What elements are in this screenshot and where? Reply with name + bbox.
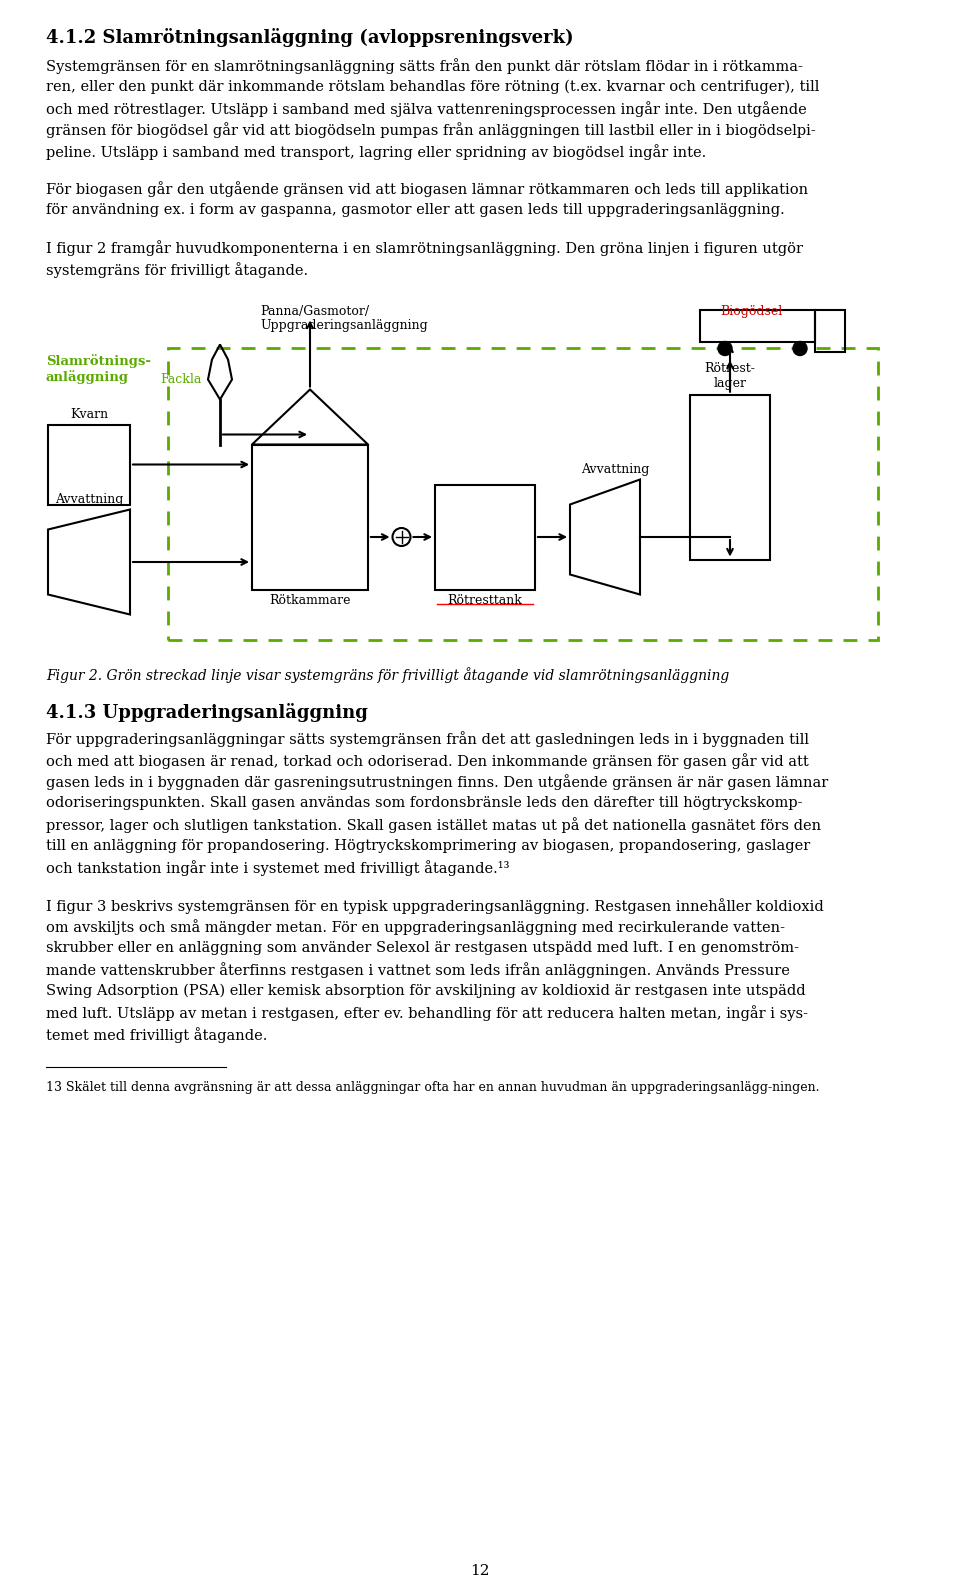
Text: gasen leds in i byggnaden där gasreningsutrustningen finns. Den utgående gränsen: gasen leds in i byggnaden där gasrenings… [46, 774, 828, 790]
Bar [252, 445, 368, 589]
Text: och tankstation ingår inte i systemet med frivilligt åtagande.¹³: och tankstation ingår inte i systemet me… [46, 860, 510, 876]
Text: I figur 2 framgår huvudkomponenterna i en slamrötningsanläggning. Den gröna linj: I figur 2 framgår huvudkomponenterna i e… [46, 241, 803, 257]
Bar [700, 310, 815, 342]
Text: Avvattning: Avvattning [55, 493, 123, 506]
Bar [48, 425, 130, 504]
Text: Rötrest-
lager: Rötrest- lager [705, 362, 756, 391]
Text: temet med frivilligt åtagande.: temet med frivilligt åtagande. [46, 1026, 268, 1042]
Text: pressor, lager och slutligen tankstation. Skall gasen istället matas ut på det n: pressor, lager och slutligen tankstation… [46, 817, 821, 833]
Text: Systemgränsen för en slamrötningsanläggning sätts från den punkt där rötslam flö: Systemgränsen för en slamrötningsanläggn… [46, 57, 803, 73]
Text: I figur 3 beskrivs systemgränsen för en typisk uppgraderingsanläggning. Restgase: I figur 3 beskrivs systemgränsen för en … [46, 899, 824, 915]
Text: ren, eller den punkt där inkommande rötslam behandlas före rötning (t.ex. kvarna: ren, eller den punkt där inkommande röts… [46, 80, 820, 94]
Text: gränsen för biogödsel går vid att biogödseln pumpas från anläggningen till lastb: gränsen för biogödsel går vid att biogöd… [46, 123, 816, 139]
Text: Kvarn: Kvarn [70, 407, 108, 420]
Text: och med rötrestlager. Utsläpp i samband med själva vattenreningsprocessen ingår : och med rötrestlager. Utsläpp i samband … [46, 101, 806, 117]
Text: peline. Utsläpp i samband med transport, lagring eller spridning av biogödsel in: peline. Utsläpp i samband med transport,… [46, 144, 707, 160]
Text: med luft. Utsläpp av metan i restgasen, efter ev. behandling för att reducera ha: med luft. Utsläpp av metan i restgasen, … [46, 1005, 808, 1021]
Text: och med att biogasen är renad, torkad och odoriserad. Den inkommande gränsen för: och med att biogasen är renad, torkad oc… [46, 753, 808, 769]
Text: systemgräns för frivilligt åtagande.: systemgräns för frivilligt åtagande. [46, 262, 308, 278]
Text: 13 Skälet till denna avgränsning är att dessa anläggningar ofta har en annan huv: 13 Skälet till denna avgränsning är att … [46, 1080, 820, 1093]
Circle shape [718, 342, 732, 356]
Bar [690, 394, 770, 560]
Text: Figur 2. Grön streckad linje visar systemgräns för frivilligt åtagande vid slamr: Figur 2. Grön streckad linje visar syste… [46, 667, 730, 683]
Text: mande vattenskrubber återfinns restgasen i vattnet som leds ifrån anläggningen. : mande vattenskrubber återfinns restgasen… [46, 962, 790, 978]
Text: för användning ex. i form av gaspanna, gasmotor eller att gasen leds till uppgra: för användning ex. i form av gaspanna, g… [46, 203, 784, 217]
Text: För uppgraderingsanläggningar sätts systemgränsen från det att gasledningen leds: För uppgraderingsanläggningar sätts syst… [46, 731, 809, 747]
Text: Rötkammare: Rötkammare [269, 594, 350, 606]
Text: Swing Adsorption (PSA) eller kemisk absorption för avskiljning av koldioxid är r: Swing Adsorption (PSA) eller kemisk abso… [46, 985, 805, 999]
Text: till en anläggning för propandosering. Högtryckskomprimering av biogasen, propan: till en anläggning för propandosering. H… [46, 839, 810, 852]
Text: 12: 12 [470, 1564, 490, 1578]
Text: 4.1.2 Slamrötningsanläggning (avloppsreningsverk): 4.1.2 Slamrötningsanläggning (avloppsren… [46, 29, 574, 46]
Text: om avskiljts och små mängder metan. För en uppgraderingsanläggning med recirkule: om avskiljts och små mängder metan. För … [46, 919, 785, 935]
Text: Slamrötnings-
anläggning: Slamrötnings- anläggning [46, 354, 151, 385]
Text: Rötresttank: Rötresttank [447, 594, 522, 606]
Text: Biogödsel: Biogödsel [720, 305, 782, 318]
Bar [815, 310, 845, 351]
Text: Panna/Gasmotor/
Uppgraderingsanläggning: Panna/Gasmotor/ Uppgraderingsanläggning [260, 305, 428, 332]
Text: odoriseringspunkten. Skall gasen användas som fordonsbränsle leds den därefter t: odoriseringspunkten. Skall gasen använda… [46, 796, 803, 811]
Text: Avvattning: Avvattning [581, 463, 649, 476]
Circle shape [793, 342, 807, 356]
Text: Fackla: Fackla [160, 373, 202, 386]
Bar [435, 485, 535, 589]
Text: skrubber eller en anläggning som använder Selexol är restgasen utspädd med luft.: skrubber eller en anläggning som använde… [46, 942, 799, 954]
Text: 4.1.3 Uppgraderingsanläggning: 4.1.3 Uppgraderingsanläggning [46, 704, 368, 723]
Text: För biogasen går den utgående gränsen vid att biogasen lämnar rötkammaren och le: För biogasen går den utgående gränsen vi… [46, 182, 808, 198]
